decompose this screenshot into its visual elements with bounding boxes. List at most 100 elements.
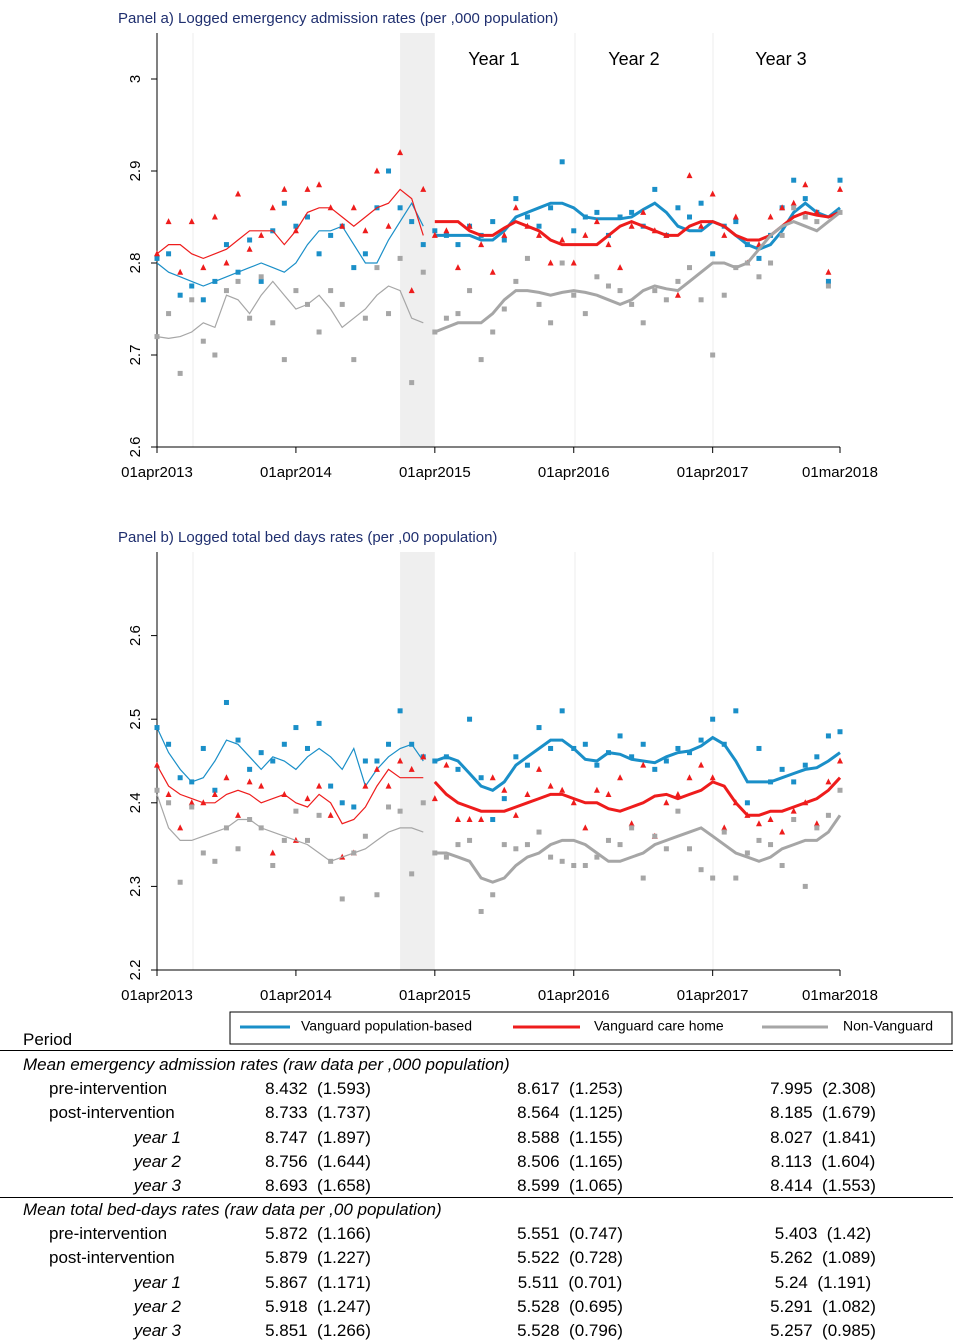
- row-label: pre-intervention: [49, 1224, 168, 1243]
- point: [212, 858, 218, 864]
- point: [768, 260, 774, 266]
- point: [386, 804, 392, 810]
- point: [686, 172, 693, 179]
- point: [420, 269, 426, 275]
- point: [524, 222, 531, 229]
- point: [478, 775, 484, 781]
- table-header: Period: [23, 1030, 73, 1049]
- point: [663, 846, 669, 852]
- point: [629, 825, 635, 831]
- section-title: Mean emergency admission rates (raw data…: [23, 1055, 510, 1074]
- point: [188, 218, 195, 225]
- point: [651, 227, 658, 234]
- point: [467, 716, 473, 722]
- point: [512, 204, 519, 211]
- point: [339, 800, 345, 806]
- point: [408, 765, 415, 772]
- point: [617, 733, 623, 739]
- point: [791, 779, 797, 785]
- point: [802, 799, 809, 806]
- point: [304, 301, 310, 307]
- point: [733, 708, 739, 714]
- point: [698, 222, 705, 229]
- point: [443, 315, 449, 321]
- point: [269, 204, 276, 211]
- point: [501, 231, 508, 238]
- point: [177, 292, 183, 298]
- point: [791, 177, 797, 183]
- point: [258, 231, 265, 238]
- table-rule: [0, 1050, 953, 1051]
- point: [177, 824, 184, 831]
- point: [674, 790, 681, 797]
- point: [166, 741, 172, 747]
- point: [362, 227, 369, 234]
- point: [767, 816, 774, 823]
- point: [733, 875, 739, 881]
- cell: 5.918 (1.247): [265, 1296, 371, 1316]
- point: [281, 200, 287, 206]
- point: [211, 213, 218, 220]
- point: [837, 177, 843, 183]
- point: [316, 782, 323, 789]
- point: [235, 269, 241, 275]
- point: [223, 825, 229, 831]
- point: [814, 825, 820, 831]
- point: [501, 237, 507, 243]
- fitted-line: [434, 201, 841, 251]
- point: [189, 297, 195, 303]
- point: [652, 288, 658, 294]
- point: [281, 837, 287, 843]
- fitted-line: [433, 776, 842, 817]
- point: [744, 811, 751, 818]
- point: [339, 222, 346, 229]
- point: [154, 255, 160, 261]
- cell: 8.599 (1.065): [517, 1176, 623, 1196]
- point: [582, 741, 588, 747]
- point: [524, 790, 531, 797]
- legend-label: Non-Vanguard: [843, 1018, 933, 1034]
- point: [432, 329, 438, 335]
- point: [478, 357, 484, 363]
- point: [316, 720, 322, 726]
- point: [455, 311, 461, 317]
- row-label: year 3: [133, 1176, 181, 1196]
- point: [721, 231, 728, 238]
- fitted-line: [156, 727, 424, 788]
- point: [316, 181, 323, 188]
- point: [455, 766, 461, 772]
- point: [177, 879, 183, 885]
- x-tick-label: 01apr2014: [260, 987, 332, 1004]
- point: [710, 716, 716, 722]
- point: [756, 837, 762, 843]
- point: [466, 816, 473, 823]
- point: [409, 871, 415, 877]
- point: [235, 278, 241, 284]
- point: [362, 758, 368, 764]
- y-tick-label: 3: [127, 75, 144, 83]
- point: [304, 795, 311, 802]
- point: [397, 255, 403, 261]
- point: [490, 219, 496, 225]
- point: [628, 222, 635, 229]
- point: [536, 301, 542, 307]
- point: [710, 352, 716, 358]
- point: [617, 288, 623, 294]
- point: [548, 854, 554, 860]
- point: [744, 260, 750, 266]
- point: [582, 863, 588, 868]
- point: [559, 260, 565, 266]
- point: [559, 236, 566, 243]
- point: [617, 842, 623, 848]
- cell: 5.511 (0.701): [517, 1272, 623, 1292]
- x-tick-label: 01apr2016: [538, 987, 610, 1004]
- fitted-line: [156, 280, 424, 340]
- point: [304, 185, 311, 192]
- point: [570, 259, 577, 266]
- point: [258, 278, 264, 284]
- point: [733, 265, 739, 271]
- row-label: year 1: [133, 1127, 181, 1147]
- cell: 8.693 (1.658): [265, 1176, 371, 1196]
- point: [478, 816, 485, 823]
- point: [559, 708, 565, 714]
